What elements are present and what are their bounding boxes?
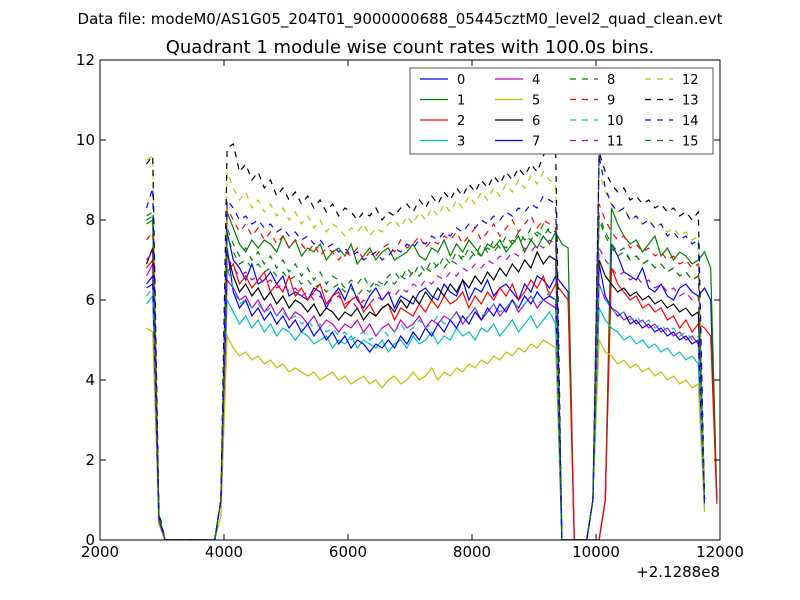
x-tick-label: 8000 (453, 543, 491, 561)
legend-label-12: 12 (682, 73, 699, 88)
legend-label-9: 9 (607, 94, 615, 109)
legend-label-7: 7 (532, 135, 540, 150)
series-line-0 (146, 231, 718, 540)
legend-label-5: 5 (532, 94, 540, 109)
legend-label-14: 14 (682, 114, 699, 129)
y-tick-label: 12 (76, 51, 95, 69)
y-tick-label: 0 (85, 531, 95, 549)
legend-label-15: 15 (682, 135, 699, 150)
legend-label-11: 11 (607, 135, 624, 150)
legend-label-8: 8 (607, 73, 615, 88)
y-tick-label: 8 (85, 211, 95, 229)
x-tick-label: 12000 (696, 543, 744, 561)
series-layer (145, 142, 718, 540)
x-tick-label: 10000 (572, 543, 620, 561)
legend-label-2: 2 (457, 114, 465, 129)
legend-label-3: 3 (457, 135, 465, 150)
series-line-3 (146, 294, 706, 540)
series-line-5 (146, 327, 706, 540)
suptitle: Data file: modeM0/AS1G05_204T01_90000006… (78, 10, 723, 29)
series-line-15 (146, 214, 706, 540)
legend-label-10: 10 (607, 114, 624, 129)
legend-label-0: 0 (457, 73, 465, 88)
legend-label-13: 13 (682, 94, 699, 109)
legend-label-1: 1 (457, 94, 465, 109)
legend-label-6: 6 (532, 114, 540, 129)
series-line-1 (146, 207, 718, 540)
series-line-8 (146, 210, 706, 540)
chart-title: Quadrant 1 module wise count rates with … (166, 37, 655, 58)
legend-label-4: 4 (532, 73, 540, 88)
x-tick-label: 2000 (81, 543, 119, 561)
y-tick-label: 4 (85, 371, 95, 389)
x-offset-label: +2.1288e8 (636, 563, 720, 581)
x-tick-label: 4000 (205, 543, 243, 561)
x-tick-label: 6000 (329, 543, 367, 561)
legend-box (409, 67, 714, 155)
y-tick-label: 2 (85, 451, 95, 469)
series-line-14 (145, 155, 706, 540)
series-line-10 (146, 267, 706, 540)
y-tick-label: 10 (76, 131, 95, 149)
series-line-6 (145, 247, 706, 540)
y-tick-label: 6 (85, 291, 95, 309)
